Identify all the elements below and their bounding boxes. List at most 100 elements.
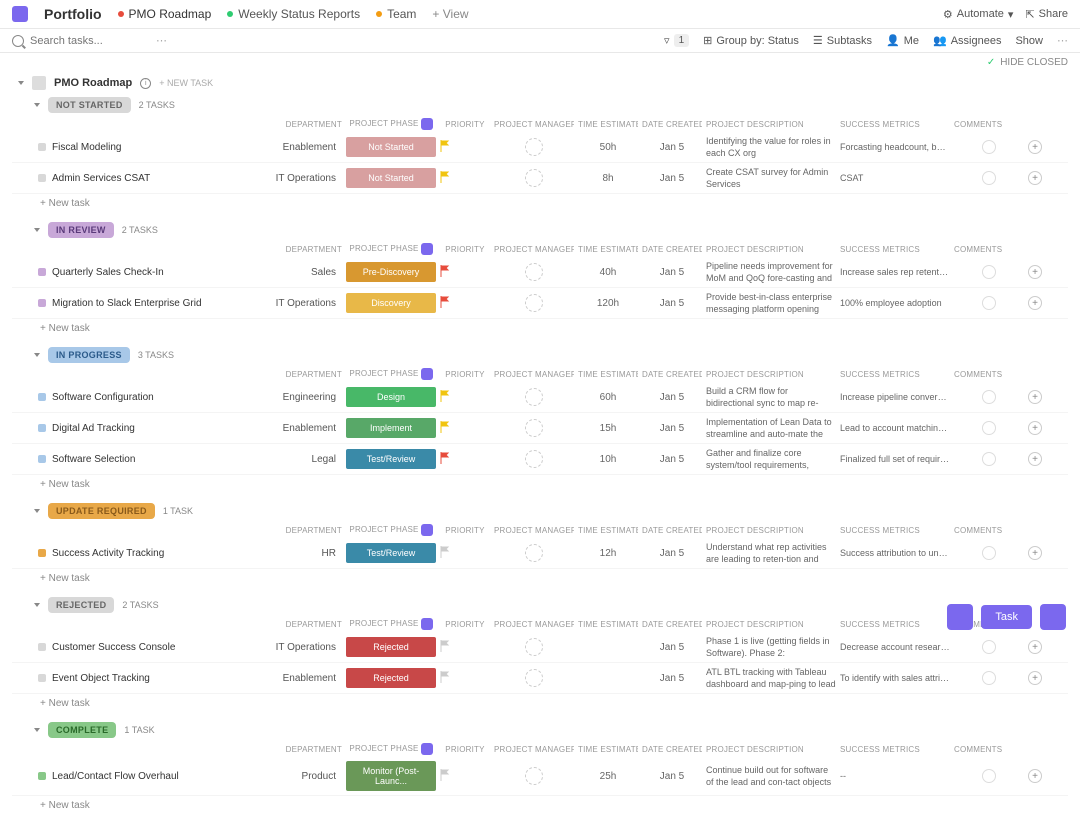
comments-cell[interactable] — [954, 421, 1024, 435]
column-header[interactable]: PROJECT PHASE — [346, 618, 436, 630]
me-button[interactable]: 👤 Me — [886, 34, 919, 47]
column-header[interactable]: COMMENTS — [954, 370, 1024, 379]
add-column-cell[interactable]: + — [1028, 296, 1058, 310]
phase-cell[interactable]: Monitor (Post-Launc... — [346, 761, 436, 791]
column-header[interactable]: SUCCESS METRICS — [840, 120, 950, 129]
status-pill[interactable]: NOT STARTED — [48, 97, 131, 113]
column-header[interactable]: DATE CREATED — [642, 245, 702, 254]
add-column-cell[interactable]: + — [1028, 769, 1058, 783]
column-header[interactable]: PROJECT MANAGER — [494, 245, 574, 254]
new-task-link[interactable]: + New task — [12, 569, 1068, 588]
collapse-caret-icon[interactable] — [34, 509, 40, 513]
assignee-cell[interactable] — [494, 388, 574, 406]
new-task-link[interactable]: + New task — [12, 796, 1068, 815]
priority-cell[interactable] — [440, 265, 490, 280]
column-header[interactable]: DEPARTMENT — [252, 745, 342, 754]
filter-button[interactable]: ▿ 1 — [664, 34, 689, 47]
assignee-cell[interactable] — [494, 638, 574, 656]
tab-pmo-roadmap[interactable]: PMO Roadmap — [118, 7, 212, 21]
comments-cell[interactable] — [954, 769, 1024, 783]
search-input[interactable] — [30, 35, 150, 47]
column-header[interactable]: SUCCESS METRICS — [840, 745, 950, 754]
assignee-cell[interactable] — [494, 138, 574, 156]
comments-cell[interactable] — [954, 390, 1024, 404]
task-row[interactable]: Fiscal Modeling Enablement Not Started 5… — [12, 132, 1068, 163]
priority-cell[interactable] — [440, 769, 490, 784]
assignee-cell[interactable] — [494, 450, 574, 468]
assignee-cell[interactable] — [494, 544, 574, 562]
task-row[interactable]: Software Selection Legal Test/Review 10h… — [12, 444, 1068, 475]
assignee-cell[interactable] — [494, 169, 574, 187]
column-header[interactable]: PROJECT DESCRIPTION — [706, 526, 836, 535]
collapse-caret-icon[interactable] — [34, 728, 40, 732]
column-header[interactable]: PRIORITY — [440, 620, 490, 629]
collapse-caret-icon[interactable] — [18, 81, 24, 85]
phase-cell[interactable]: Not Started — [346, 168, 436, 188]
add-column-cell[interactable]: + — [1028, 640, 1058, 654]
column-header[interactable]: PROJECT MANAGER — [494, 745, 574, 754]
priority-cell[interactable] — [440, 546, 490, 561]
column-header[interactable]: DEPARTMENT — [252, 370, 342, 379]
column-header[interactable]: PRIORITY — [440, 745, 490, 754]
column-header[interactable]: PROJECT DESCRIPTION — [706, 370, 836, 379]
collapse-caret-icon[interactable] — [34, 353, 40, 357]
new-task-link[interactable]: + New task — [12, 319, 1068, 338]
phase-cell[interactable]: Implement — [346, 418, 436, 438]
more-icon[interactable]: ⋯ — [156, 34, 167, 47]
column-header[interactable]: PRIORITY — [440, 245, 490, 254]
subtasks-button[interactable]: ☰ Subtasks — [813, 34, 872, 47]
collapse-caret-icon[interactable] — [34, 603, 40, 607]
new-task-header[interactable]: + NEW TASK — [159, 78, 213, 88]
status-pill[interactable]: COMPLETE — [48, 722, 116, 738]
assignee-cell[interactable] — [494, 263, 574, 281]
task-row[interactable]: Admin Services CSAT IT Operations Not St… — [12, 163, 1068, 194]
priority-cell[interactable] — [440, 140, 490, 155]
new-task-link[interactable]: + New task — [12, 194, 1068, 213]
assignee-cell[interactable] — [494, 419, 574, 437]
share-button[interactable]: ⇱ Share — [1025, 8, 1068, 21]
column-header[interactable]: DEPARTMENT — [252, 526, 342, 535]
assignee-cell[interactable] — [494, 294, 574, 312]
priority-cell[interactable] — [440, 421, 490, 436]
phase-cell[interactable]: Test/Review — [346, 449, 436, 469]
task-row[interactable]: Event Object Tracking Enablement Rejecte… — [12, 663, 1068, 694]
column-header[interactable]: PROJECT PHASE — [346, 118, 436, 130]
priority-cell[interactable] — [440, 390, 490, 405]
column-header[interactable]: PRIORITY — [440, 120, 490, 129]
add-column-cell[interactable]: + — [1028, 452, 1058, 466]
column-header[interactable]: SUCCESS METRICS — [840, 245, 950, 254]
phase-cell[interactable]: Not Started — [346, 137, 436, 157]
add-column-cell[interactable]: + — [1028, 265, 1058, 279]
column-header[interactable]: PROJECT DESCRIPTION — [706, 120, 836, 129]
new-task-link[interactable]: + New task — [12, 475, 1068, 494]
comments-cell[interactable] — [954, 296, 1024, 310]
new-task-button[interactable]: Task — [981, 605, 1032, 629]
info-icon[interactable]: i — [140, 78, 151, 89]
tab-team[interactable]: Team — [376, 7, 416, 21]
column-header[interactable]: TIME ESTIMATE — [578, 245, 638, 254]
task-row[interactable]: Quarterly Sales Check-In Sales Pre-Disco… — [12, 257, 1068, 288]
column-header[interactable]: PROJECT MANAGER — [494, 526, 574, 535]
new-task-link[interactable]: + New task — [12, 694, 1068, 713]
column-header[interactable]: DATE CREATED — [642, 120, 702, 129]
task-row[interactable]: Digital Ad Tracking Enablement Implement… — [12, 413, 1068, 444]
column-header[interactable]: PROJECT DESCRIPTION — [706, 245, 836, 254]
workspace-icon[interactable] — [12, 6, 28, 22]
status-pill[interactable]: IN REVIEW — [48, 222, 114, 238]
add-column-cell[interactable]: + — [1028, 140, 1058, 154]
column-header[interactable]: DEPARTMENT — [252, 245, 342, 254]
more-icon[interactable]: ⋯ — [1057, 34, 1068, 47]
assignees-button[interactable]: 👥 Assignees — [933, 34, 1001, 47]
column-header[interactable]: PROJECT PHASE — [346, 743, 436, 755]
show-button[interactable]: Show — [1015, 35, 1043, 47]
column-header[interactable]: COMMENTS — [954, 526, 1024, 535]
comments-cell[interactable] — [954, 140, 1024, 154]
phase-cell[interactable]: Design — [346, 387, 436, 407]
add-view-button[interactable]: + View — [432, 7, 468, 21]
column-header[interactable]: SUCCESS METRICS — [840, 526, 950, 535]
column-header[interactable]: SUCCESS METRICS — [840, 370, 950, 379]
column-header[interactable]: DATE CREATED — [642, 526, 702, 535]
column-header[interactable]: TIME ESTIMATE — [578, 120, 638, 129]
add-column-cell[interactable]: + — [1028, 671, 1058, 685]
column-header[interactable]: PROJECT MANAGER — [494, 370, 574, 379]
